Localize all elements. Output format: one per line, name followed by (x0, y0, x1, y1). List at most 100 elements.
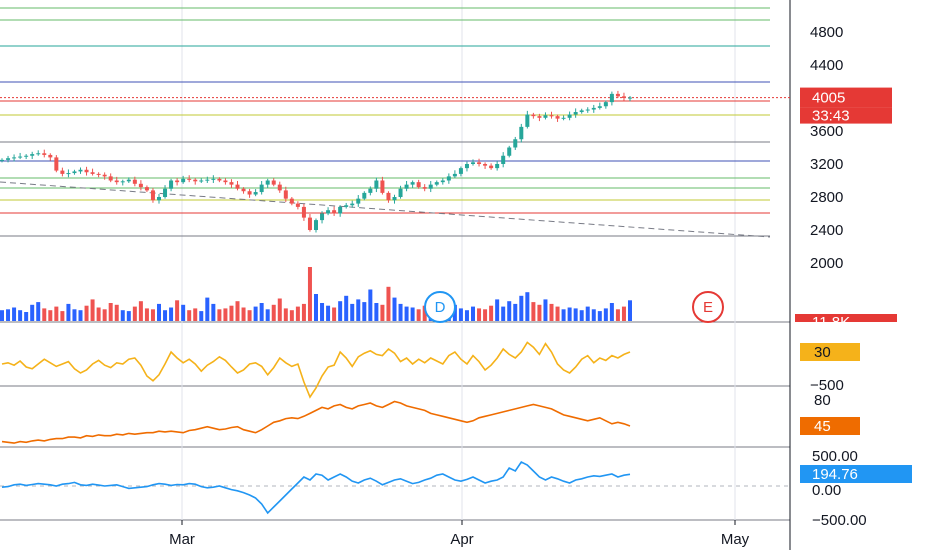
volume-bar (223, 308, 228, 321)
volume-bar (531, 302, 536, 321)
candle-body (265, 180, 270, 185)
candle-body (18, 156, 23, 158)
badge-d-label: D (435, 299, 446, 316)
candle-body (404, 184, 409, 189)
candle-body (573, 112, 578, 115)
candle-body (326, 210, 331, 214)
volume-bar (199, 311, 204, 321)
candle-body (398, 188, 403, 197)
volume-bar (175, 300, 180, 321)
candle-body (72, 171, 77, 174)
volume-bar (483, 309, 488, 321)
indicator-2-line (1, 400, 631, 444)
volume-bar (18, 310, 23, 321)
candle-body (320, 213, 325, 221)
candle-body (307, 217, 312, 230)
volume-bar (120, 310, 125, 321)
volume-bar (247, 310, 252, 321)
volume-bar (24, 312, 29, 321)
candle-body (591, 107, 596, 110)
candle-body (181, 178, 186, 183)
candle-body (289, 198, 294, 204)
candle-body (150, 190, 155, 201)
volume-bar (471, 306, 475, 321)
volume-bar (54, 306, 59, 321)
candle-body (609, 93, 614, 103)
candle-body (114, 180, 119, 183)
candle-body (132, 179, 137, 184)
volume-bar (374, 303, 379, 321)
candle-body (283, 190, 288, 199)
candle-body (350, 203, 355, 206)
candle-body (525, 114, 530, 127)
candle-body (434, 182, 439, 185)
price-axis-tick: 2000 (810, 255, 843, 272)
volume-bar (338, 301, 343, 321)
volume-bar (344, 295, 349, 321)
candle-body (12, 157, 17, 159)
volume-bar (259, 303, 264, 321)
candle-body (477, 162, 482, 164)
candle-body (585, 109, 590, 111)
volume-bar (362, 302, 367, 321)
indicator-3-value-text: 194.76 (812, 466, 858, 483)
candle-body (416, 182, 421, 188)
candle-body (597, 106, 602, 108)
volume-bar (229, 305, 234, 321)
volume-bar (464, 310, 469, 321)
candle-body (277, 184, 282, 191)
volume-bar (163, 310, 168, 321)
countdown-text: 33:43 (812, 108, 850, 125)
volume-bar (72, 309, 77, 321)
candle-body (471, 162, 475, 164)
volume-bar (320, 303, 325, 321)
indicator-3-axis-tick: 0.00 (812, 482, 841, 499)
volume-bar (241, 307, 246, 321)
indicator-1-value-text: 30 (814, 344, 831, 361)
volume-bar (332, 307, 337, 321)
candle-body (356, 198, 361, 204)
candle-body (368, 188, 373, 193)
candle-body (344, 205, 349, 207)
candle-body (543, 115, 548, 118)
volume-bar (253, 306, 258, 321)
candle-body (138, 183, 143, 188)
candle-body (422, 187, 427, 189)
price-axis-tick: 3200 (810, 156, 843, 173)
volume-bar (561, 309, 566, 321)
candle-body (440, 180, 445, 183)
volume-bar (108, 303, 113, 321)
volume-bar (277, 298, 282, 321)
candle-body (386, 192, 391, 201)
time-axis-tick: Apr (450, 531, 473, 548)
volume-bar (567, 307, 572, 321)
volume-bar (585, 306, 590, 321)
volume-bar (404, 306, 409, 321)
badge-e-label: E (703, 299, 713, 316)
volume-bar (181, 304, 186, 321)
price-axis-tick: 2800 (810, 189, 843, 206)
volume-bar (573, 308, 578, 321)
volume-bar (114, 304, 119, 321)
candle-body (392, 197, 397, 201)
volume-bar (48, 310, 53, 321)
candle-body (36, 153, 41, 155)
candle-body (567, 114, 572, 118)
volume-bar (307, 267, 312, 321)
candle-body (199, 180, 204, 182)
volume-bar (157, 303, 161, 321)
candle-body (259, 184, 264, 193)
indicator-3-axis-tick: 500.00 (812, 448, 858, 465)
volume-bar (356, 299, 361, 321)
candle-body (6, 158, 11, 160)
candle-body (211, 178, 216, 180)
candle-body (175, 180, 180, 183)
volume-bar (519, 295, 524, 321)
volume-bar (84, 305, 89, 321)
volume-bar (603, 308, 608, 321)
candle-body (489, 165, 494, 169)
volume-bar (66, 303, 71, 321)
candle-body (519, 126, 524, 140)
